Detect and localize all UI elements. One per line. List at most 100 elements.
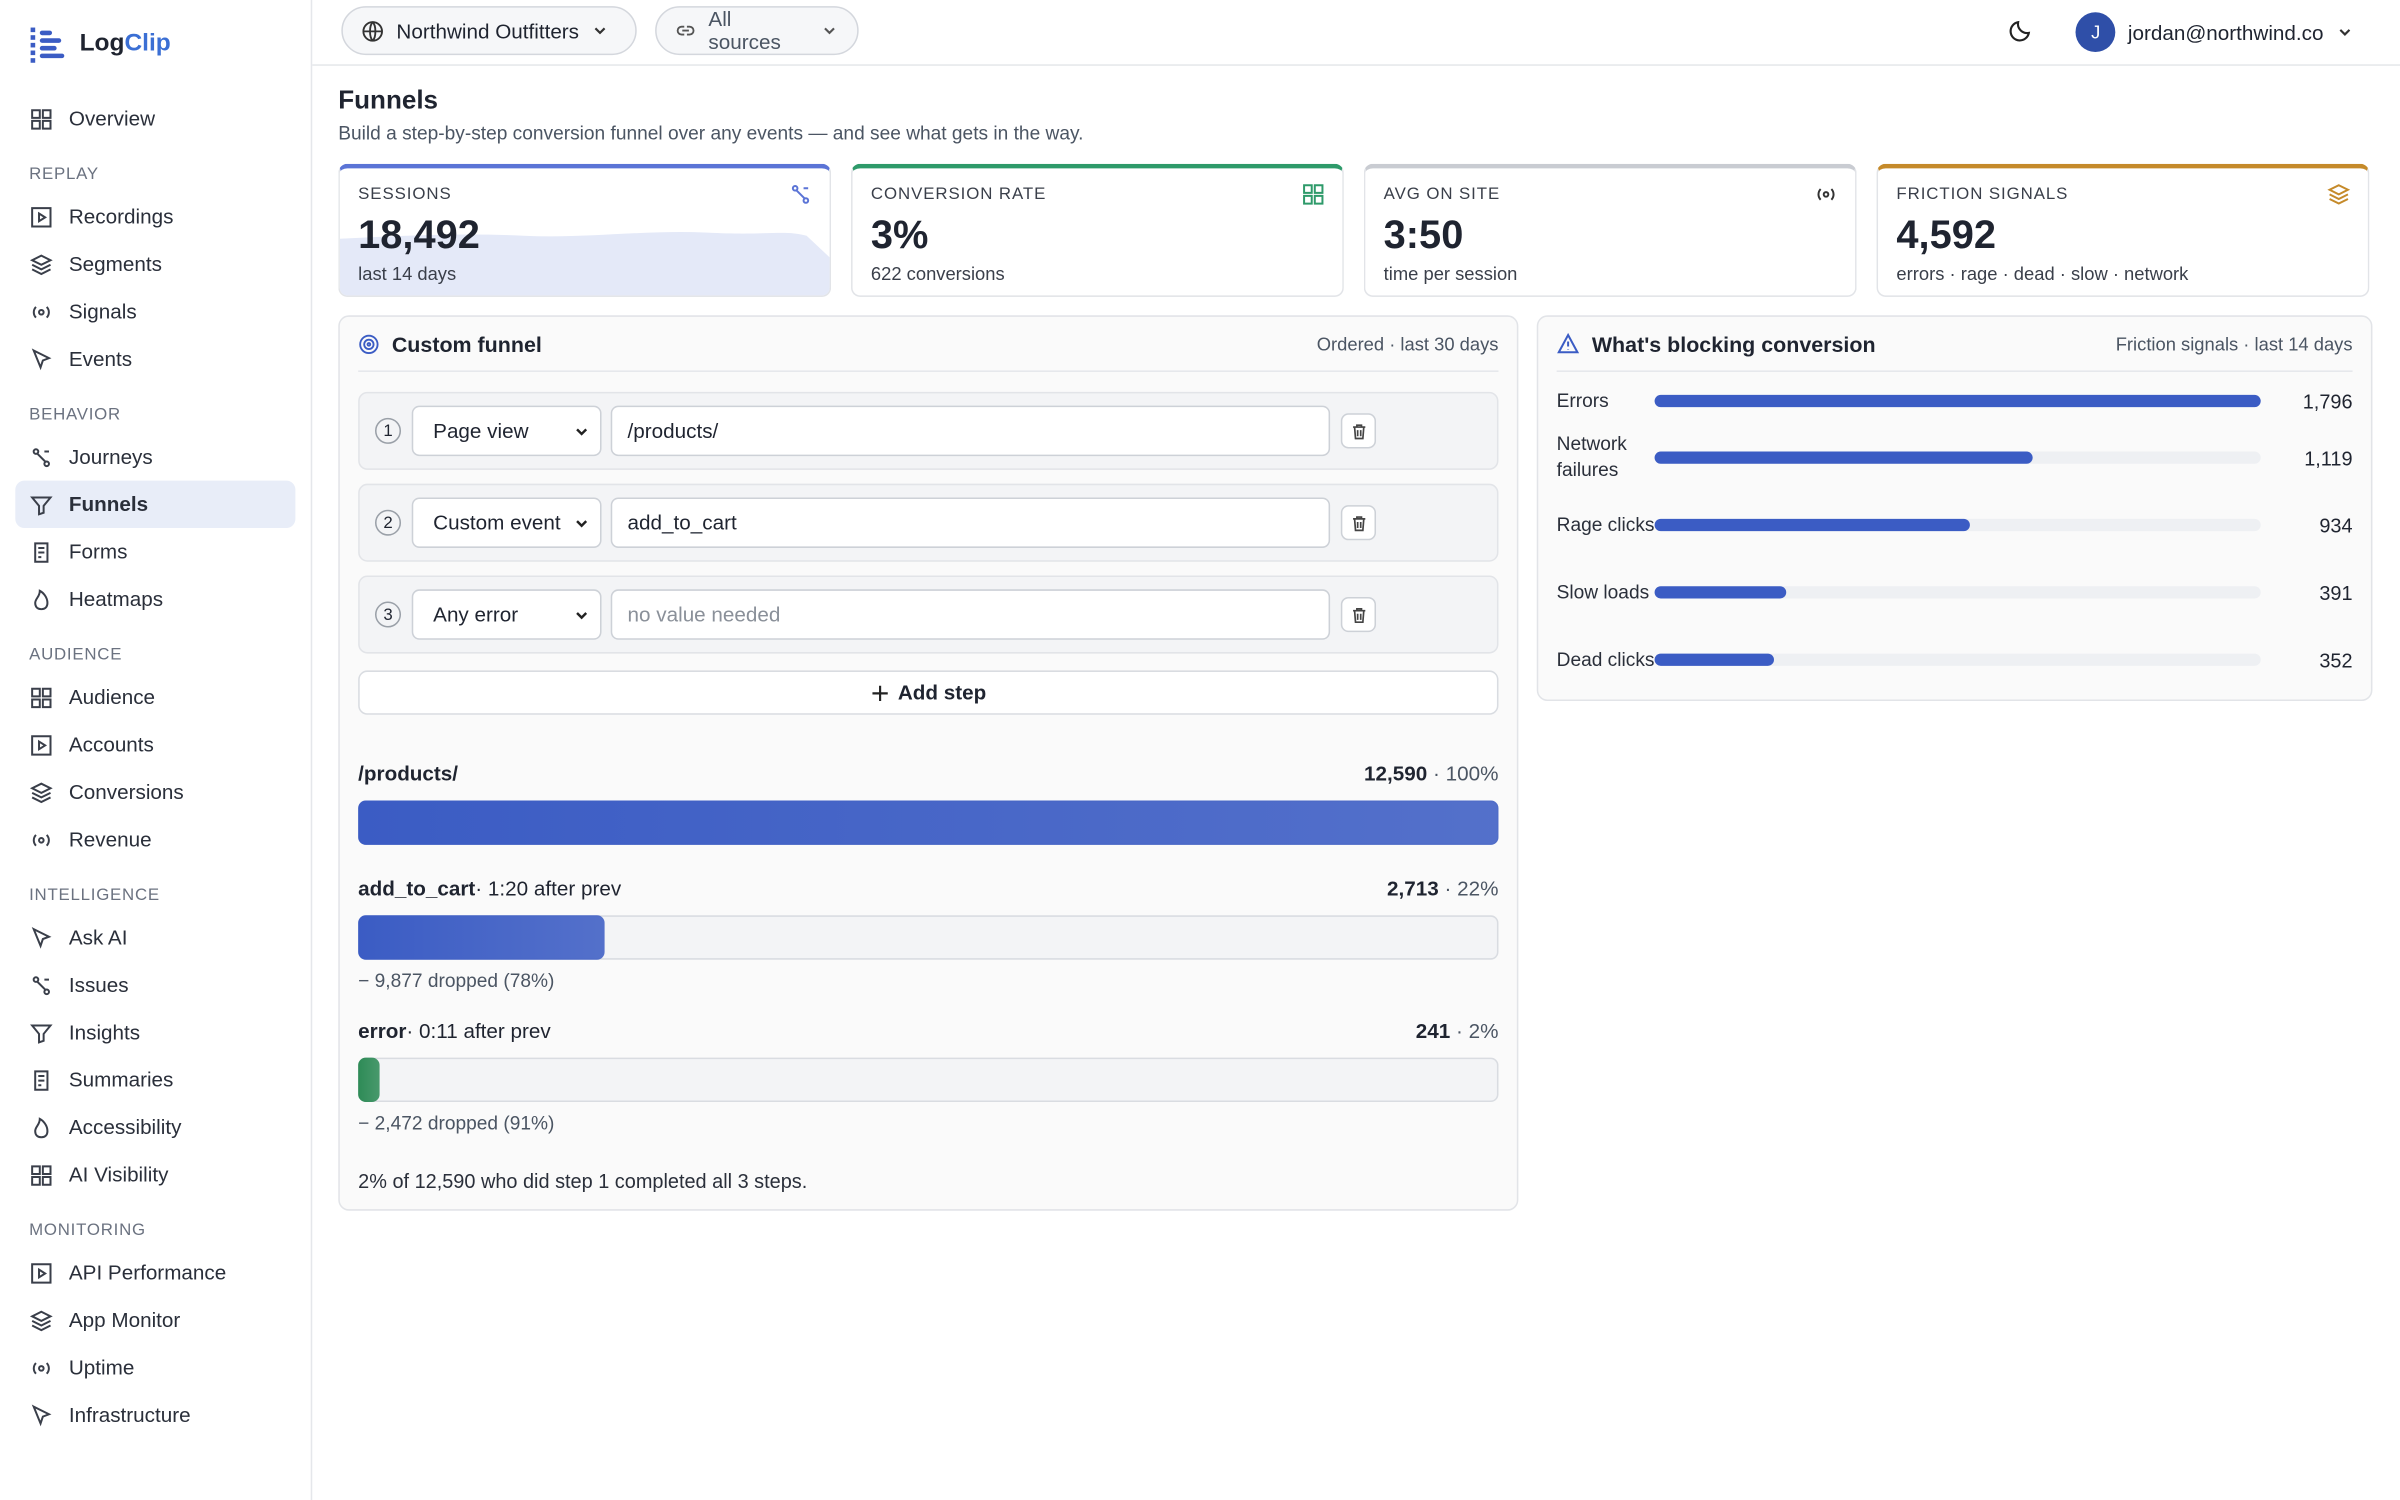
nav-item[interactable]: Insights: [15, 1009, 295, 1056]
nav-label: Segments: [68, 252, 162, 276]
nav-label: AI Visibility: [68, 1163, 169, 1187]
delete-step-button[interactable]: [1340, 596, 1377, 633]
blocker-label: Slow loads: [1556, 580, 1650, 603]
nav-section-title: AUDIENCE: [29, 645, 123, 665]
icon-shape: [29, 1309, 53, 1331]
count: 241: [1415, 1018, 1451, 1042]
funnel-step: 3 Any error no value needed: [358, 575, 1499, 654]
blocker-track: [1654, 394, 2261, 408]
input-value: add_to_cart: [627, 511, 737, 535]
nav-item[interactable]: Revenue: [15, 816, 295, 863]
icon: [32, 833, 50, 846]
nav-item[interactable]: App Monitor: [15, 1296, 295, 1343]
nav-item[interactable]: AI Visibility: [15, 1151, 295, 1198]
nav-item[interactable]: Recordings: [15, 193, 295, 240]
logo[interactable]: LogClip: [28, 24, 171, 64]
event-select[interactable]: Page view: [411, 405, 602, 457]
blocker-label: Dead clicks: [1556, 648, 1655, 670]
kpi-sub: last 14 days: [358, 263, 457, 285]
icon-shape: [576, 427, 588, 435]
blocker-track: [1654, 518, 2261, 532]
icon: [576, 427, 588, 435]
nav-item[interactable]: Accessibility: [15, 1104, 295, 1151]
blocker-row: Dead clicks 352: [1557, 626, 2353, 693]
icon-shape: [29, 253, 53, 275]
icon-shape: [32, 447, 50, 467]
nav-label: Heatmaps: [68, 587, 164, 611]
result-header: add_to_cart · 1:20 after prev 2,713 · 22%: [358, 872, 1498, 903]
dropped-note: − 2,472 dropped (91%): [358, 1112, 555, 1135]
icon-shape: [1352, 515, 1365, 531]
nav-item[interactable]: Events: [15, 335, 295, 382]
nav-item[interactable]: Summaries: [15, 1056, 295, 1103]
nav-item[interactable]: Ask AI: [15, 914, 295, 961]
nav-item[interactable]: Infrastructure: [15, 1391, 295, 1438]
kpi-value: 3:50: [1383, 211, 1464, 258]
theme-toggle[interactable]: [2008, 18, 2032, 42]
add-step-button[interactable]: Add step: [358, 670, 1499, 715]
nav-item[interactable]: Forms: [15, 528, 295, 575]
icon: [595, 27, 606, 35]
nav-label: Recordings: [68, 205, 174, 229]
icon: [32, 305, 50, 318]
blocker-value: 1,119: [2304, 446, 2353, 470]
nav-label: Funnels: [68, 492, 149, 516]
source-select[interactable]: All sources: [655, 6, 859, 56]
funnel-result: /products/12,590 · 100%: [358, 758, 1499, 845]
icon: [31, 206, 52, 227]
nav-item[interactable]: Audience: [15, 673, 295, 720]
step-input[interactable]: add_to_cart: [610, 497, 1331, 548]
workspace-name: Northwind Outfitters: [396, 19, 580, 43]
nav-item[interactable]: Funnels: [15, 480, 296, 529]
nav-item[interactable]: Uptime: [15, 1344, 295, 1391]
kpi-value: 3%: [870, 211, 929, 258]
kpi-label: AVG ON SITE: [1383, 185, 1501, 204]
icon: [676, 25, 695, 36]
icon: [1557, 332, 1580, 354]
icon-shape: [34, 588, 49, 610]
icon: [34, 541, 49, 562]
blocker-value: 1,796: [2302, 389, 2353, 413]
icon: [1303, 184, 1324, 205]
nav-item[interactable]: Segments: [15, 240, 295, 287]
input-placeholder: no value needed: [627, 603, 781, 627]
icon: [34, 588, 49, 610]
kpi-label: FRICTION SIGNALS: [1896, 185, 2069, 204]
nav-label: API Performance: [68, 1261, 227, 1285]
icon: [2327, 184, 2351, 205]
event-select[interactable]: Custom event: [411, 497, 602, 548]
step-name: add_to_cart: [358, 876, 476, 900]
nav-label: Summaries: [68, 1068, 174, 1092]
user-menu[interactable]: J jordan@northwind.co: [2075, 12, 2354, 53]
nav-item[interactable]: Conversions: [15, 768, 295, 815]
icon: [31, 926, 52, 949]
blocker-label: Network failures: [1556, 433, 1627, 481]
nav-item[interactable]: Issues: [15, 961, 295, 1008]
nav-item[interactable]: Overview: [15, 95, 295, 142]
nav-item[interactable]: Journeys: [15, 433, 295, 480]
brand-name: LogClip: [80, 31, 171, 59]
nav-item[interactable]: Heatmaps: [15, 576, 295, 623]
nav-item[interactable]: API Performance: [15, 1249, 295, 1296]
delete-step-button[interactable]: [1340, 413, 1377, 449]
event-select[interactable]: Any error: [411, 589, 602, 640]
brand-part: Clip: [124, 30, 171, 57]
blocker-track: [1654, 653, 2261, 666]
delete-step-button[interactable]: [1340, 505, 1377, 541]
icon: [32, 447, 50, 467]
nav-item[interactable]: Accounts: [15, 721, 295, 768]
icon: [791, 185, 810, 204]
step-input[interactable]: /products/: [610, 405, 1331, 457]
icon-shape: [29, 781, 53, 803]
nav-item[interactable]: Signals: [15, 288, 295, 335]
page-subtitle: Build a step-by-step conversion funnel o…: [338, 122, 1084, 144]
step-input[interactable]: no value needed: [610, 589, 1331, 640]
icon-shape: [2327, 184, 2351, 205]
workspace-select[interactable]: Northwind Outfitters: [341, 6, 637, 56]
icon: [1352, 515, 1365, 531]
icon: [576, 519, 588, 527]
icon: [31, 687, 52, 708]
blocker-value: 934: [2319, 513, 2353, 537]
icon: [359, 333, 379, 354]
select-value: Page view: [433, 419, 529, 443]
